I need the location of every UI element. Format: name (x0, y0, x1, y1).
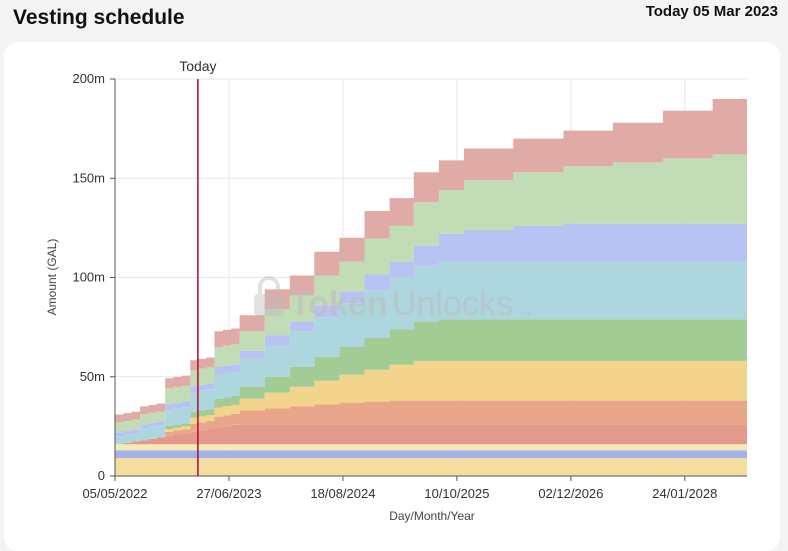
area-series-3[interactable] (115, 444, 747, 451)
x-axis-title: Day/Month/Year (389, 509, 475, 523)
today-label: Today (179, 58, 216, 74)
today-date: Today 05 Mar 2023 (645, 3, 778, 20)
y-tick-label: 200m (72, 71, 105, 86)
area-series-11[interactable] (115, 83, 747, 423)
area-series-5[interactable] (115, 400, 747, 445)
x-tick-label: 27/06/2023 (196, 486, 261, 501)
x-tick-label: 02/12/2026 (538, 486, 603, 501)
axes: 0 50m 100m 150m 200m 05/05/2022 27/06/2023 18/0… (72, 71, 747, 501)
watermark-unlocks: Unlocks (392, 285, 513, 323)
area-series-8[interactable] (115, 261, 747, 445)
watermark: Token Unlocks . (254, 276, 533, 323)
x-tick-label: 10/10/2025 (424, 486, 489, 501)
watermark-token: Token (290, 285, 388, 323)
lock-icon (254, 276, 284, 316)
x-tick-label: 05/05/2022 (82, 486, 147, 501)
header: Vesting schedule Today 05 Mar 2023 (0, 0, 788, 40)
x-tick-label: 18/08/2024 (310, 486, 375, 501)
watermark-dot: . (524, 285, 533, 323)
page-title: Vesting schedule (13, 6, 185, 29)
area-series (115, 83, 747, 476)
y-axis-title: Amount (GAL) (45, 239, 59, 316)
area-series-4[interactable] (115, 424, 747, 445)
area-series-2[interactable] (115, 450, 747, 459)
y-tick-label: 150m (72, 170, 105, 185)
area-series-10[interactable] (115, 142, 747, 433)
y-tick-label: 100m (72, 270, 105, 285)
area-series-7[interactable] (115, 319, 747, 445)
x-tick-label: 24/01/2028 (652, 486, 717, 501)
y-tick-label: 0 (98, 468, 105, 483)
area-series-6[interactable] (115, 360, 747, 445)
area-series-9[interactable] (115, 221, 747, 437)
area-series-1[interactable] (115, 458, 747, 476)
y-tick-label: 50m (80, 369, 105, 384)
